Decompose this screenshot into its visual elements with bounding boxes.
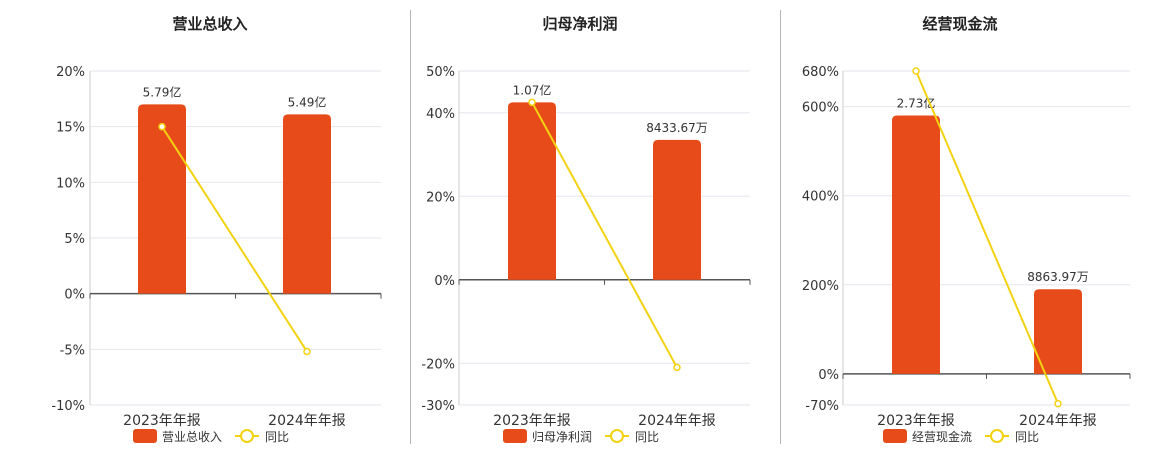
bar-2023年年报 (508, 102, 556, 280)
bar-data-label: 8433.67万 (646, 121, 708, 135)
y-tick-label: 0% (64, 288, 85, 303)
yoy-point (673, 363, 681, 372)
legend-bar-swatch-icon (503, 429, 527, 443)
panel-divider (410, 10, 411, 444)
bar-data-label: 8863.97万 (1027, 270, 1089, 284)
legend-bar-label: 归母净利润 (532, 430, 592, 444)
y-tick-label: 50% (426, 65, 455, 80)
y-tick-label: -10% (51, 399, 85, 414)
bar-data-label: 5.49亿 (288, 94, 327, 109)
y-tick-label: 20% (426, 190, 455, 205)
yoy-point (303, 347, 311, 356)
y-tick-label: -70% (805, 399, 839, 414)
yoy-line (161, 126, 308, 353)
y-tick-label: 15% (56, 121, 85, 136)
y-tick-label: 10% (56, 176, 85, 191)
bar-2024年年报 (653, 139, 701, 280)
y-tick-label: 0% (434, 274, 455, 289)
x-category-label: 2023年年报 (493, 413, 571, 429)
x-category-label: 2023年年报 (123, 413, 201, 429)
chart-title: 经营现金流 (922, 15, 997, 33)
y-tick-label: 200% (802, 279, 839, 294)
legend-circle-icon (240, 429, 254, 443)
panel-divider (780, 10, 781, 444)
y-tick-label: 400% (802, 190, 839, 205)
legend-line-label: 同比 (1015, 430, 1039, 444)
bar-data-label: 2.73亿 (897, 96, 936, 111)
legend-bar-label: 营业总收入 (162, 430, 222, 444)
legend-bar-swatch-icon (133, 429, 157, 443)
bar-2024年年报 (1034, 289, 1082, 374)
legend-bar-label: 经营现金流 (912, 429, 972, 444)
yoy-line (915, 70, 1059, 405)
legend-bar-swatch-icon (883, 429, 907, 443)
bar-data-label: 5.79亿 (143, 84, 182, 99)
y-tick-label: 680% (802, 65, 839, 80)
chart-title: 营业总收入 (172, 15, 247, 33)
x-category-label: 2024年年报 (638, 413, 716, 429)
y-tick-label: -5% (60, 343, 85, 358)
y-tick-label: 5% (64, 232, 85, 247)
y-tick-label: -30% (421, 399, 455, 414)
bar-data-label: 1.07亿 (513, 82, 552, 97)
y-tick-label: 0% (818, 368, 839, 383)
yoy-point (1054, 399, 1062, 408)
y-tick-label: 600% (802, 101, 839, 116)
y-tick-label: -20% (421, 357, 455, 372)
legend-line-label: 同比 (265, 430, 289, 444)
y-tick-label: 40% (426, 107, 455, 122)
legend-line-label: 同比 (635, 430, 659, 444)
y-tick-label: 20% (56, 65, 85, 80)
x-category-label: 2024年年报 (1019, 413, 1097, 429)
x-category-label: 2023年年报 (877, 413, 955, 429)
bar-2024年年报 (283, 114, 331, 294)
yoy-line (531, 101, 678, 368)
yoy-point (528, 98, 536, 107)
chart-title: 归母净利润 (542, 15, 617, 33)
bar-2023年年报 (138, 104, 186, 294)
legend-circle-icon (990, 429, 1004, 443)
x-category-label: 2024年年报 (268, 413, 346, 429)
bar-2023年年报 (892, 115, 940, 374)
yoy-point (158, 122, 166, 131)
legend-circle-icon (610, 429, 624, 443)
yoy-point (912, 67, 920, 75)
